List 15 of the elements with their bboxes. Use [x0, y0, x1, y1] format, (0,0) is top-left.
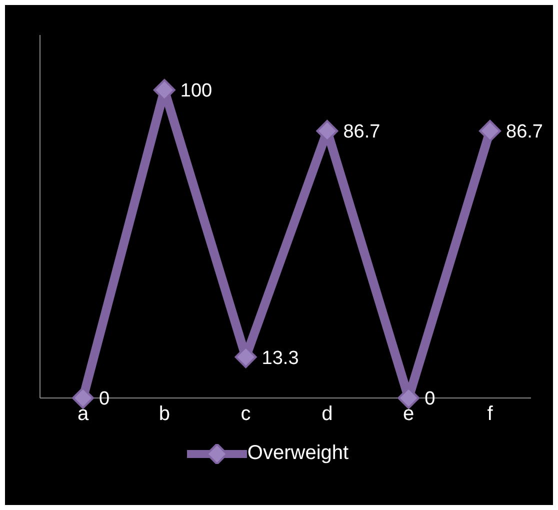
x-tick-label: b	[158, 403, 170, 426]
data-label: 13.3	[262, 348, 299, 369]
x-tick-label: c	[240, 403, 251, 426]
data-label: 86.7	[343, 122, 380, 143]
x-tick-label: e	[403, 403, 414, 426]
data-label: 100	[180, 80, 212, 102]
data-label: 0	[424, 388, 436, 410]
data-label: 86.7	[506, 122, 543, 143]
data-label: 0	[99, 388, 110, 410]
point	[72, 387, 94, 409]
x-tick-label: d	[322, 403, 333, 426]
x-tick-label: f	[487, 403, 494, 426]
point	[479, 120, 501, 142]
legend-label: Overweight	[247, 442, 349, 465]
x-tick-label: a	[77, 403, 90, 426]
